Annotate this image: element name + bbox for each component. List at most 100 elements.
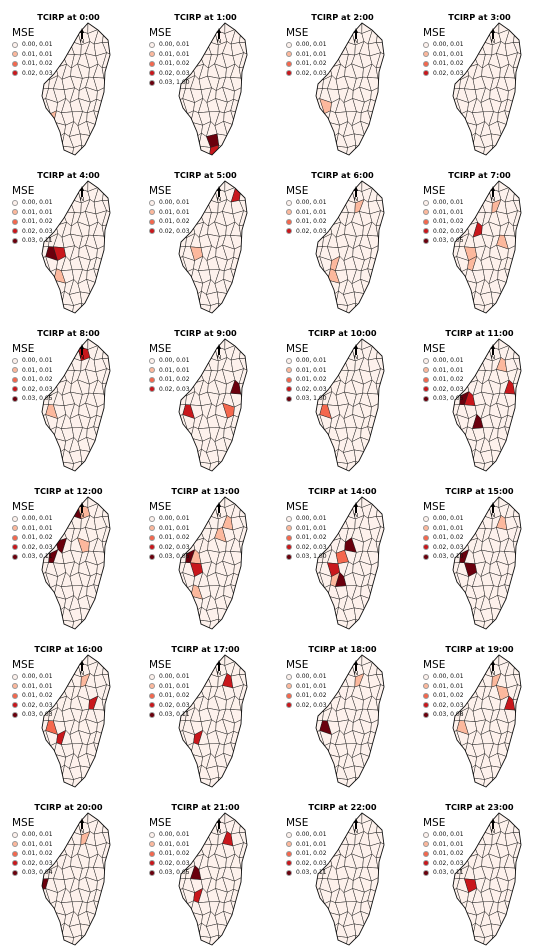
- map-panel: TCIRP at 3:00 MSE 0.00, 0.01 0.01, 0.01 0.01…: [411, 0, 548, 158]
- legend: 0.00, 0.01 0.01, 0.01 0.01, 0.02 0.02, 0.03: [286, 198, 327, 236]
- legend-entry: 0.02, 0.03: [149, 69, 190, 79]
- north-arrow-icon: N: [213, 344, 225, 362]
- legend-label: 0.01, 0.01: [296, 524, 327, 532]
- legend: 0.00, 0.01 0.01, 0.01 0.01, 0.02 0.02, 0.03…: [286, 356, 327, 404]
- legend-swatch: [286, 41, 292, 48]
- legend-label: 0.01, 0.02: [159, 376, 190, 384]
- region: [377, 778, 384, 787]
- choropleth-map: [452, 338, 522, 472]
- legend-label: 0.01, 0.01: [159, 524, 190, 532]
- region: [47, 778, 57, 787]
- region: [512, 258, 521, 273]
- legend-label: 0.03, 0.08: [433, 711, 464, 719]
- region: [103, 181, 110, 193]
- region: [101, 437, 110, 452]
- legend-label: 0.01, 0.01: [433, 208, 464, 216]
- region: [375, 258, 384, 273]
- region: [453, 778, 462, 787]
- region: [505, 121, 517, 136]
- legend-label: 0.01, 0.01: [296, 366, 327, 374]
- region: [241, 427, 247, 440]
- region: [42, 778, 51, 787]
- region: [316, 778, 325, 787]
- region: [240, 304, 247, 313]
- region: [505, 302, 518, 313]
- legend-swatch: [423, 692, 429, 699]
- panel-title: TCIRP at 14:00: [308, 486, 377, 496]
- region: [377, 304, 384, 313]
- region: [513, 189, 521, 202]
- choropleth-map: [452, 22, 522, 156]
- north-arrow-icon: N: [76, 28, 88, 46]
- legend: 0.00, 0.01 0.01, 0.01 0.01, 0.02 0.02, 0.03: [423, 40, 464, 78]
- legend-label: 0.02, 0.03: [159, 701, 190, 709]
- region: [42, 269, 51, 283]
- region: [46, 132, 59, 148]
- legend-entry: 0.01, 0.02: [286, 849, 327, 859]
- region: [179, 123, 185, 136]
- region: [496, 144, 508, 155]
- state-border: [452, 22, 522, 156]
- legend-entry: 0.00, 0.01: [286, 514, 327, 524]
- north-label: N: [216, 671, 222, 677]
- region: [316, 743, 325, 757]
- region: [103, 146, 110, 155]
- legend-entry: 0.00, 0.01: [423, 356, 464, 366]
- legend-entry: 0.01, 0.02: [286, 217, 327, 227]
- north-arrow-icon: N: [350, 660, 362, 678]
- legend-label: 0.00, 0.01: [296, 357, 327, 364]
- region: [316, 439, 322, 452]
- region: [453, 111, 462, 125]
- panel-title: TCIRP at 17:00: [171, 644, 240, 654]
- region: [53, 672, 64, 688]
- legend-title: MSE: [286, 501, 309, 513]
- legend-label: 0.02, 0.03: [22, 543, 53, 551]
- region: [513, 347, 521, 360]
- legend-label: 0.01, 0.02: [296, 850, 327, 858]
- region: [464, 514, 475, 530]
- north-arrow-icon: N: [76, 344, 88, 362]
- legend-entry: 0.01, 0.02: [149, 375, 190, 385]
- region: [184, 304, 194, 313]
- region: [238, 855, 247, 869]
- region: [240, 77, 247, 90]
- region: [368, 595, 380, 610]
- region: [184, 146, 194, 155]
- legend-entry: 0.01, 0.02: [12, 849, 53, 859]
- region: [375, 121, 384, 136]
- region: [238, 732, 247, 747]
- legend-swatch: [423, 869, 429, 876]
- choropleth-map: [452, 812, 522, 946]
- legend-label: 0.02, 0.03: [22, 859, 53, 867]
- region: [231, 618, 244, 629]
- legend-swatch: [12, 860, 18, 867]
- choropleth-map: [41, 496, 111, 630]
- region: [465, 188, 478, 204]
- legend-label: 0.01, 0.01: [296, 50, 327, 58]
- map-panel: TCIRP at 21:00 MSE 0.00, 0.01 0.01, 0.01 0.0…: [137, 790, 274, 948]
- state-border: [41, 496, 111, 630]
- legend-swatch: [12, 209, 18, 216]
- region: [377, 23, 384, 35]
- legend-entry: 0.02, 0.03: [149, 859, 190, 869]
- legend-label: 0.00, 0.01: [433, 831, 464, 838]
- region: [453, 439, 459, 452]
- legend-swatch: [286, 515, 292, 522]
- region: [464, 356, 475, 372]
- legend-entry: 0.00, 0.01: [149, 198, 190, 208]
- legend-swatch: [12, 553, 18, 560]
- north-label: N: [79, 355, 85, 361]
- legend-swatch: [286, 534, 292, 541]
- legend-swatch: [423, 41, 429, 48]
- region: [85, 460, 97, 471]
- legend-label: 0.02, 0.03: [296, 543, 327, 551]
- legend-label: 0.02, 0.03: [296, 385, 327, 393]
- legend-swatch: [149, 386, 155, 393]
- region: [42, 448, 51, 464]
- region: [238, 100, 247, 115]
- region: [103, 77, 110, 90]
- legend: 0.00, 0.01 0.01, 0.01 0.01, 0.02 0.02, 0.03…: [423, 830, 464, 878]
- region: [239, 189, 247, 202]
- legend-title: MSE: [423, 659, 446, 671]
- region: [101, 697, 110, 711]
